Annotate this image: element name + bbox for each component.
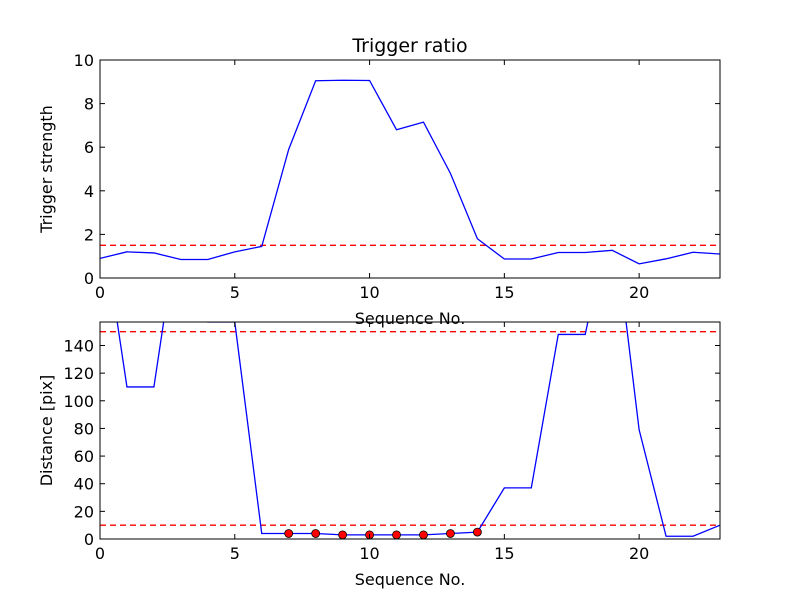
plot-frame	[99, 321, 721, 540]
x-tick-label: 5	[230, 283, 240, 302]
y-tick-label: 8	[84, 95, 94, 114]
data-point-marker	[284, 529, 294, 538]
y-tick-label: 0	[84, 530, 94, 549]
data-point-marker	[472, 527, 482, 537]
series-line	[100, 79, 720, 265]
y-tick-label: 10	[74, 51, 94, 70]
plot-frame	[99, 59, 721, 279]
x-tick-label: 0	[95, 544, 105, 563]
x-tick-label: 15	[494, 544, 514, 563]
x-tick-label: 5	[230, 544, 240, 563]
y-tick-label: 120	[63, 364, 94, 383]
x-tick-label: 10	[359, 283, 379, 302]
y-tick-label: 80	[74, 419, 94, 438]
x-tick-label: 20	[629, 283, 649, 302]
chart-title: Trigger ratio	[351, 35, 467, 57]
y-axis-label: Distance [pix]	[37, 375, 56, 487]
y-tick-label: 20	[74, 502, 94, 521]
x-axis-label: Sequence No.	[355, 309, 466, 328]
y-tick-label: 100	[63, 392, 94, 411]
data-point-marker	[311, 529, 321, 538]
y-tick-label: 6	[84, 138, 94, 157]
x-tick-label: 0	[95, 283, 105, 302]
x-axis-label: Sequence No.	[355, 570, 466, 589]
trigger-ratio-chart: 0 5 10 15 20 0 2 4 6 8 10 Trigger ratio Sequence No.…	[37, 35, 721, 328]
y-tick-label: 0	[84, 269, 94, 288]
x-tick-label: 10	[359, 544, 379, 563]
series-line	[116, 322, 720, 537]
y-tick-label: 140	[63, 336, 94, 355]
data-point-marker	[392, 530, 401, 540]
y-tick-label: 60	[74, 447, 94, 466]
data-point-marker	[338, 530, 348, 540]
y-tick-label: 40	[74, 475, 94, 494]
y-tick-label: 4	[84, 182, 94, 201]
x-tick-label: 20	[629, 544, 649, 563]
y-tick-label: 2	[84, 225, 94, 244]
data-point-marker	[419, 530, 428, 540]
x-tick-label: 15	[494, 283, 514, 302]
data-point-marker	[446, 529, 455, 538]
distance-chart: 0 5 10 15 20 0 20 40 60 80 100 120 140 Sequence No. Di…	[37, 321, 721, 589]
y-axis-label: Trigger strength	[37, 105, 56, 234]
